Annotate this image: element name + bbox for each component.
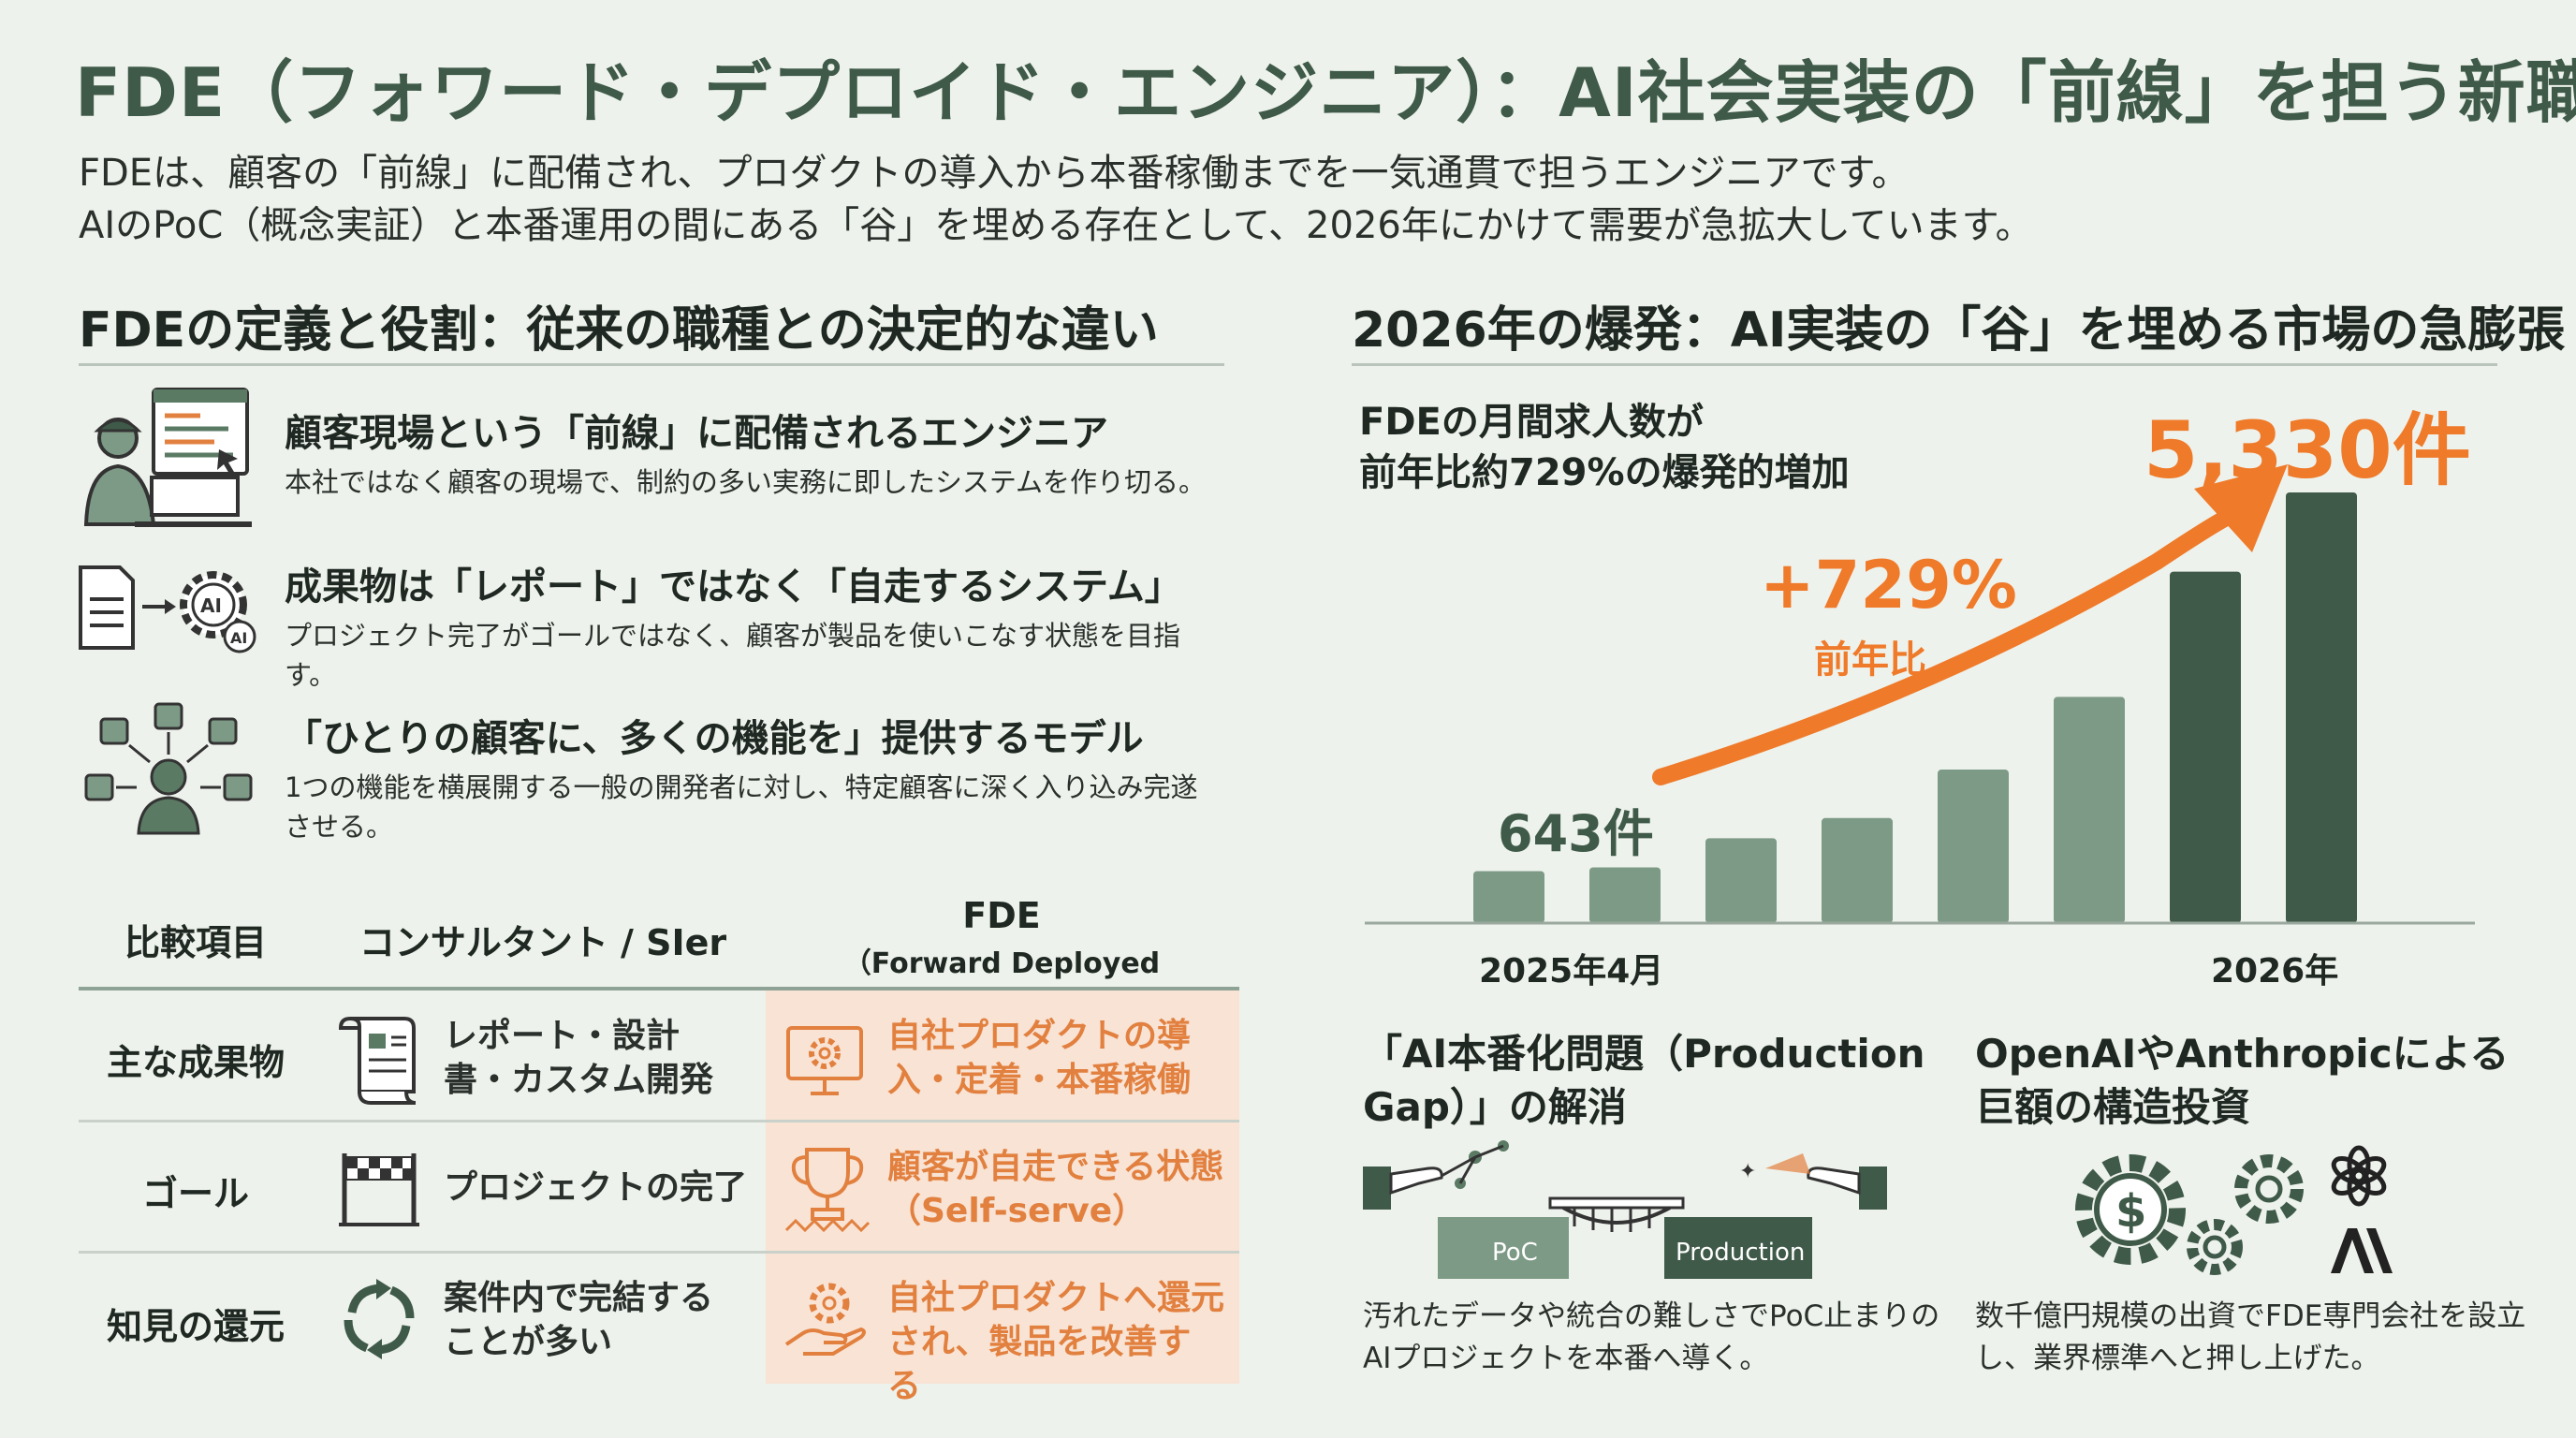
production-gap-heading: 「AI本番化問題（Production Gap）」の解消 bbox=[1363, 1031, 1925, 1130]
start-value-label: 643件 bbox=[1498, 804, 1654, 863]
left-heading: FDEの定義と役割：従来の職種との決定的な違い bbox=[79, 302, 1159, 359]
svg-text:$: $ bbox=[2115, 1185, 2146, 1238]
svg-text:AI: AI bbox=[200, 594, 222, 617]
ai-company-logos-icon bbox=[2321, 1142, 2396, 1283]
table-row-2-fde: 顧客が自走できる状態（Self-serve） bbox=[887, 1148, 1224, 1230]
table-row-1-fde: 自社プロダクトの導入・定着・本番稼働 bbox=[887, 1017, 1192, 1099]
growth-arrow-head bbox=[2194, 464, 2288, 552]
table-row-2-consultant: プロジェクトの完了 bbox=[444, 1168, 748, 1207]
table-row-divider bbox=[79, 1120, 1239, 1123]
table-row-divider bbox=[79, 1251, 1239, 1254]
document-to-ai-gear-icon: AI AI bbox=[75, 562, 262, 655]
table-header-item: 比較項目 bbox=[124, 922, 267, 963]
poc-label: PoC bbox=[1492, 1239, 1538, 1267]
role-3-title: 「ひとりの顧客に、多くの機能を」提供するモデル bbox=[285, 717, 1144, 760]
finish-line-icon bbox=[337, 1150, 421, 1228]
growth-sub-label: 前年比 bbox=[1814, 638, 1926, 682]
chart-bar-5 bbox=[1938, 770, 2009, 923]
role-2-desc: プロジェクト完了がゴールではなく、顧客が製品を使いこなす状態を目指す。 bbox=[285, 620, 1181, 692]
table-row-2-label: ゴール bbox=[141, 1173, 249, 1214]
table-header-consultant: コンサルタント / SIer bbox=[359, 922, 727, 963]
document-scroll-icon bbox=[337, 1013, 421, 1107]
trophy-icon bbox=[783, 1142, 872, 1236]
svg-text:AI: AI bbox=[230, 629, 247, 647]
hand-gear-icon bbox=[783, 1275, 872, 1365]
table-row-3-consultant: 案件内で完結することが多い bbox=[444, 1279, 714, 1361]
role-3-desc: 1つの機能を横展開する一般の開発者に対し、特定顧客に深く入り込み完遂させる。 bbox=[285, 771, 1198, 844]
table-row-1-consultant: レポート・設計書・カスタム開発 bbox=[444, 1017, 714, 1099]
chart-bar-6 bbox=[2054, 697, 2125, 923]
poc-production-bridge-icon: PoC Production ✦ bbox=[1363, 1140, 1887, 1290]
investment-desc: 数千億円規模の出資でFDE専門会社を設立し、業界標準へと押し上げた。 bbox=[1975, 1299, 2526, 1375]
chart-bar-7 bbox=[2170, 571, 2241, 923]
job-postings-bar-chart bbox=[1365, 464, 2475, 925]
monitor-gear-icon bbox=[783, 1019, 867, 1103]
dollar-gears-icon: $ bbox=[2069, 1142, 2406, 1283]
left-heading-rule bbox=[79, 363, 1224, 366]
svg-text:✦: ✦ bbox=[1739, 1160, 1756, 1183]
table-header-fde: FDE bbox=[962, 895, 1041, 936]
production-label: Production bbox=[1676, 1239, 1805, 1267]
chart-bar-2 bbox=[1589, 867, 1661, 923]
x-tick-end: 2026年 bbox=[2211, 952, 2339, 990]
role-2-title: 成果物は「レポート」ではなく「自走するシステム」 bbox=[285, 565, 1182, 609]
person-network-icon bbox=[80, 698, 258, 839]
x-tick-start: 2025年4月 bbox=[1479, 952, 1664, 990]
role-1-title: 顧客現場という「前線」に配備されるエンジニア bbox=[285, 412, 1108, 455]
chart-bar-4 bbox=[1822, 817, 1893, 923]
growth-percent-label: +729% bbox=[1760, 547, 2017, 624]
table-row-1-label: 主な成果物 bbox=[106, 1042, 285, 1083]
table-header-rule bbox=[79, 987, 1239, 990]
role-1-desc: 本社ではなく顧客の現場で、制約の多い実務に即したシステムを作り切る。 bbox=[285, 466, 1206, 498]
chart-bar-1 bbox=[1473, 871, 1544, 923]
chart-bar-8 bbox=[2286, 492, 2357, 923]
engineer-at-desk-icon bbox=[79, 384, 256, 534]
intro-line-2: AIのPoC（概念実証）と本番運用の間にある「谷」を埋める存在として、2026年… bbox=[79, 204, 2033, 247]
production-gap-desc: 汚れたデータや統合の難しさでPoC止まりのAIプロジェクトを本番へ導く。 bbox=[1363, 1299, 1940, 1375]
right-heading: 2026年の爆発：AI実装の「谷」を埋める市場の急膨張 bbox=[1352, 302, 2566, 359]
cycle-arrows-icon bbox=[337, 1277, 421, 1361]
table-row-3-fde: 自社プロダクトへ還元され、製品を改善する bbox=[887, 1279, 1225, 1405]
intro-line-1: FDEは、顧客の「前線」に配備され、プロダクトの導入から本番稼働までを一気通貫で… bbox=[79, 152, 1910, 195]
investment-heading: OpenAIやAnthropicによる巨額の構造投資 bbox=[1975, 1031, 2510, 1130]
end-value-label: 5,330件 bbox=[2144, 404, 2471, 496]
table-row-3-label: 知見の還元 bbox=[106, 1306, 285, 1347]
page-title: FDE（フォワード・デプロイド・エンジニア）：AI社会実装の「前線」を担う新職種 bbox=[75, 53, 2576, 132]
chart-bar-3 bbox=[1705, 838, 1777, 923]
chart-label-line-2: 前年比約729%の爆発的増加 bbox=[1359, 451, 1850, 494]
chart-label-line-1: FDEの月間求人数が bbox=[1359, 401, 1704, 444]
growth-arrow bbox=[1652, 506, 2240, 785]
right-heading-rule bbox=[1352, 363, 2497, 366]
